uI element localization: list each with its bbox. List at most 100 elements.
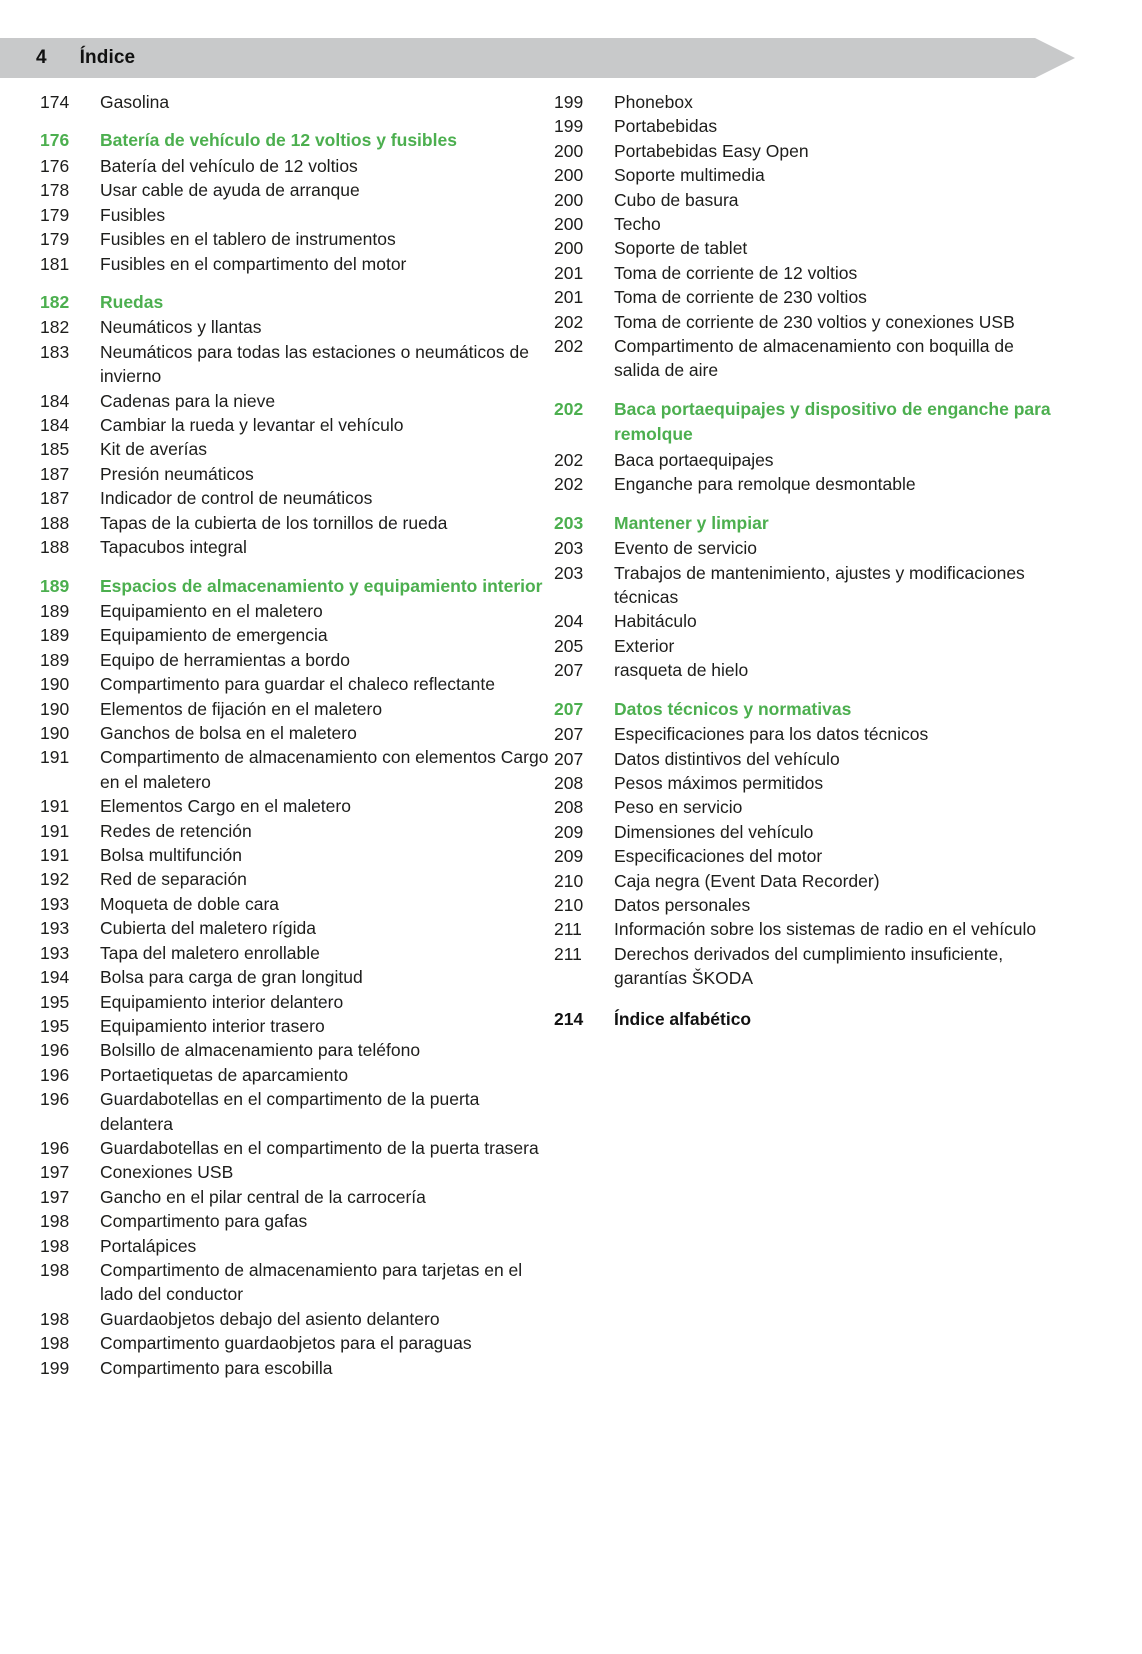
toc-entry[interactable]: 185 Kit de averías xyxy=(40,437,550,461)
toc-entry[interactable]: 179 Fusibles xyxy=(40,203,550,227)
toc-entry[interactable]: 193 Tapa del maletero enrollable xyxy=(40,941,550,965)
toc-entry[interactable]: 191 Bolsa multifunción xyxy=(40,843,550,867)
toc-entry-label: Gancho en el pilar central de la carroce… xyxy=(100,1186,426,1207)
toc-entry[interactable]: 187 Indicador de control de neumáticos xyxy=(40,486,550,510)
toc-entry[interactable]: 184 Cadenas para la nieve xyxy=(40,389,550,413)
toc-entry[interactable]: 196 Guardabotellas en el compartimento de… xyxy=(40,1136,550,1160)
toc-entry-page-number: 211 xyxy=(554,919,582,940)
toc-entry[interactable]: 201 Toma de corriente de 12 voltios xyxy=(554,261,1064,285)
toc-entry[interactable]: 200 Techo xyxy=(554,212,1064,236)
toc-entry[interactable]: 196 Bolsillo de almacenamiento para teléf… xyxy=(40,1038,550,1062)
toc-entry[interactable]: 199 Portabebidas xyxy=(554,114,1064,138)
toc-entry-label: Moqueta de doble cara xyxy=(100,893,280,914)
toc-entry[interactable]: 191 Redes de retención xyxy=(40,819,550,843)
toc-section-entry[interactable]: 214 Índice alfabético xyxy=(554,1007,1064,1031)
toc-entry-label: Datos técnicos y normativas xyxy=(614,698,852,719)
toc-entry[interactable]: 176 Batería del vehículo de 12 voltios xyxy=(40,154,550,178)
toc-entry[interactable]: 200 Soporte de tablet xyxy=(554,236,1064,260)
toc-entry[interactable]: 211 Información sobre los sistemas de rad… xyxy=(554,917,1064,941)
toc-entry[interactable]: 202 Baca portaequipajes xyxy=(554,448,1064,472)
toc-section-entry[interactable]: 189 Espacios de almacenamiento y equipami… xyxy=(40,574,550,600)
toc-entry[interactable]: 195 Equipamiento interior delantero xyxy=(40,990,550,1014)
toc-entry-label: Compartimento de almacenamiento con boqu… xyxy=(614,336,1014,381)
toc-entry[interactable]: 200 Cubo de basura xyxy=(554,188,1064,212)
toc-entry-page-number: 199 xyxy=(554,116,584,137)
toc-entry[interactable]: 209 Dimensiones del vehículo xyxy=(554,820,1064,844)
toc-entry[interactable]: 202 Compartimento de almacenamiento con b… xyxy=(554,334,1064,383)
toc-entry[interactable]: 195 Equipamiento interior trasero xyxy=(40,1014,550,1038)
toc-entry-label: Trabajos de mantenimiento, ajustes y mod… xyxy=(614,562,1025,607)
toc-entry-page-number: 187 xyxy=(40,488,70,509)
toc-entry[interactable]: 189 Equipamiento de emergencia xyxy=(40,623,550,647)
toc-entry[interactable]: 187 Presión neumáticos xyxy=(40,462,550,486)
toc-entry[interactable]: 200 Portabebidas Easy Open xyxy=(554,139,1064,163)
toc-entry[interactable]: 210 Caja negra (Event Data Recorder) xyxy=(554,869,1064,893)
toc-entry[interactable]: 192 Red de separación xyxy=(40,867,550,891)
toc-entry[interactable]: 182 Neumáticos y llantas xyxy=(40,315,550,339)
toc-entry[interactable]: 203 Trabajos de mantenimiento, ajustes y … xyxy=(554,561,1064,610)
toc-entry-label: Bolsa multifunción xyxy=(100,845,243,866)
header-content: 4 Índice xyxy=(0,38,135,78)
toc-entry-label: Baca portaequipajes xyxy=(614,449,774,470)
toc-entry[interactable]: 193 Moqueta de doble cara xyxy=(40,892,550,916)
toc-entry-label: Techo xyxy=(614,214,661,235)
toc-entry[interactable]: 210 Datos personales xyxy=(554,893,1064,917)
toc-entry[interactable]: 211 Derechos derivados del cumplimiento i… xyxy=(554,942,1064,991)
toc-entry[interactable]: 190 Ganchos de bolsa en el maletero xyxy=(40,721,550,745)
toc-entry[interactable]: 197 Conexiones USB xyxy=(40,1160,550,1184)
toc-section-entry[interactable]: 203 Mantener y limpiar xyxy=(554,511,1064,537)
toc-entry[interactable]: 183 Neumáticos para todas las estaciones … xyxy=(40,340,550,389)
toc-entry-label: Compartimento para gafas xyxy=(100,1211,308,1232)
toc-entry[interactable]: 184 Cambiar la rueda y levantar el vehícu… xyxy=(40,413,550,437)
toc-entry[interactable]: 188 Tapas de la cubierta de los tornillos… xyxy=(40,511,550,535)
toc-entry[interactable]: 202 Toma de corriente de 230 voltios y co… xyxy=(554,310,1064,334)
toc-entry-page-number: 189 xyxy=(40,625,70,646)
toc-entry[interactable]: 179 Fusibles en el tablero de instrumento… xyxy=(40,227,550,251)
toc-entry[interactable]: 207 rasqueta de hielo xyxy=(554,658,1064,682)
toc-entry[interactable]: 194 Bolsa para carga de gran longitud xyxy=(40,965,550,989)
toc-section-entry[interactable]: 202 Baca portaequipajes y dispositivo de … xyxy=(554,397,1064,448)
toc-entry[interactable]: 207 Especificaciones para los datos técni… xyxy=(554,722,1064,746)
toc-section-entry[interactable]: 207 Datos técnicos y normativas xyxy=(554,697,1064,723)
toc-section-entry[interactable]: 176 Batería de vehículo de 12 voltios y f… xyxy=(40,128,550,154)
toc-entry[interactable]: 204 Habitáculo xyxy=(554,609,1064,633)
toc-entry[interactable]: 197 Gancho en el pilar central de la carr… xyxy=(40,1185,550,1209)
toc-entry[interactable]: 191 Elementos Cargo en el maletero xyxy=(40,794,550,818)
toc-entry[interactable]: 201 Toma de corriente de 230 voltios xyxy=(554,285,1064,309)
toc-entry[interactable]: 202 Enganche para remolque desmontable xyxy=(554,472,1064,496)
toc-entry-label: Bolsillo de almacenamiento para teléfono xyxy=(100,1040,421,1061)
toc-entry[interactable]: 193 Cubierta del maletero rígida xyxy=(40,916,550,940)
toc-section-entry[interactable]: 182 Ruedas xyxy=(40,290,550,316)
toc-entry[interactable]: 205 Exterior xyxy=(554,634,1064,658)
toc-entry[interactable]: 174 Gasolina xyxy=(40,90,550,114)
toc-entry[interactable]: 191 Compartimento de almacenamiento con e… xyxy=(40,745,550,794)
toc-entry[interactable]: 209 Especificaciones del motor xyxy=(554,844,1064,868)
toc-entry[interactable]: 189 Equipamiento en el maletero xyxy=(40,599,550,623)
toc-entry-label: Mantener y limpiar xyxy=(614,512,769,533)
toc-entry[interactable]: 208 Peso en servicio xyxy=(554,795,1064,819)
toc-entry[interactable]: 207 Datos distintivos del vehículo xyxy=(554,747,1064,771)
toc-entry[interactable]: 178 Usar cable de ayuda de arranque xyxy=(40,178,550,202)
toc-entry[interactable]: 196 Guardabotellas en el compartimento de… xyxy=(40,1087,550,1136)
toc-entry-label: Soporte multimedia xyxy=(614,165,765,186)
toc-entry[interactable]: 200 Soporte multimedia xyxy=(554,163,1064,187)
toc-entry-page-number: 191 xyxy=(40,796,70,817)
toc-entry-label: Cadenas para la nieve xyxy=(100,390,276,411)
toc-entry[interactable]: 198 Guardaobjetos debajo del asiento dela… xyxy=(40,1307,550,1331)
toc-entry-label: Fusibles xyxy=(100,204,166,225)
toc-entry[interactable]: 199 Phonebox xyxy=(554,90,1064,114)
toc-entry[interactable]: 190 Compartimento para guardar el chaleco… xyxy=(40,672,550,696)
toc-entry[interactable]: 181 Fusibles en el compartimento del moto… xyxy=(40,252,550,276)
toc-entry[interactable]: 188 Tapacubos integral xyxy=(40,535,550,559)
toc-entry[interactable]: 198 Portalápices xyxy=(40,1234,550,1258)
toc-entry[interactable]: 198 Compartimento para gafas xyxy=(40,1209,550,1233)
toc-entry[interactable]: 198 Compartimento de almacenamiento para … xyxy=(40,1258,550,1307)
toc-entry[interactable]: 208 Pesos máximos permitidos xyxy=(554,771,1064,795)
toc-entry[interactable]: 199 Compartimento para escobilla xyxy=(40,1356,550,1380)
toc-entry[interactable]: 196 Portaetiquetas de aparcamiento xyxy=(40,1063,550,1087)
toc-entry[interactable]: 198 Compartimento guardaobjetos para el p… xyxy=(40,1331,550,1355)
toc-entry[interactable]: 189 Equipo de herramientas a bordo xyxy=(40,648,550,672)
toc-entry[interactable]: 203 Evento de servicio xyxy=(554,536,1064,560)
toc-entry-label: Ruedas xyxy=(100,291,164,312)
toc-entry[interactable]: 190 Elementos de fijación en el maletero xyxy=(40,697,550,721)
